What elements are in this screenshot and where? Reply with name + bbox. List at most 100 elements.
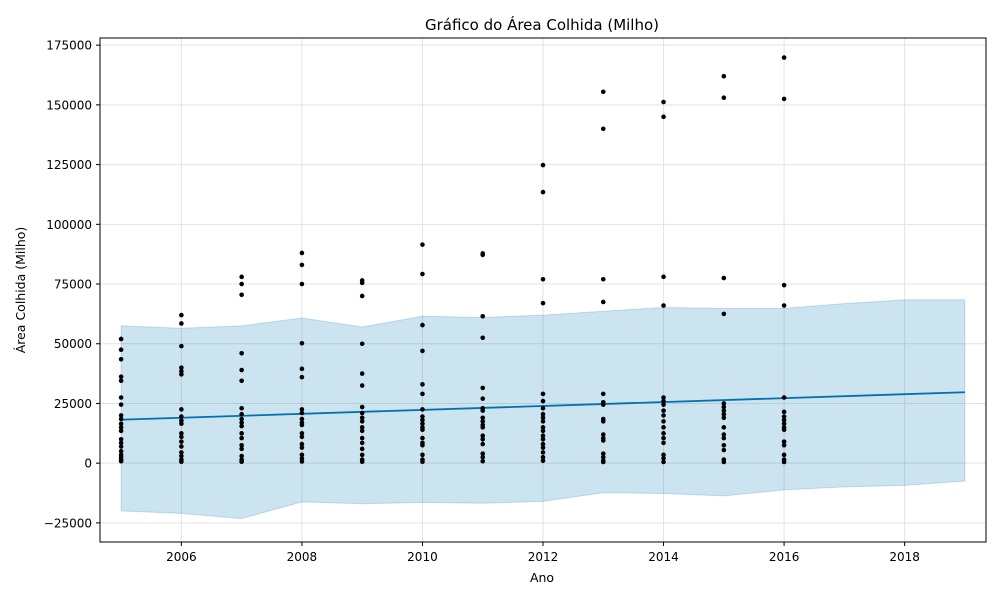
data-point [299,416,305,422]
x-tick-label: 2006 [166,550,197,564]
data-point [420,435,425,441]
data-point [600,402,606,407]
data-point [721,447,727,453]
data-point [239,453,244,459]
y-tick-label: 150000 [46,98,92,112]
y-axis-title: Área Colhida (Milho) [13,227,28,354]
data-point [600,451,606,456]
data-point [661,408,666,413]
data-point [179,414,184,419]
data-point [540,189,546,195]
data-point [118,448,124,454]
data-point [420,427,425,433]
data-point [299,452,305,458]
data-point [239,378,244,384]
data-point [600,419,606,424]
data-point [179,439,184,444]
data-point [600,432,606,437]
data-point [118,374,124,380]
data-point [359,404,365,410]
data-point [540,300,546,306]
data-point [118,421,124,427]
data-point [118,402,124,407]
data-point [299,250,305,256]
data-point [721,435,727,441]
chart-title: Gráfico do Área Colhida (Milho) [425,15,659,34]
data-point [600,459,606,465]
data-point [359,293,365,299]
data-point [721,415,727,421]
data-point [480,313,486,319]
data-point [239,435,244,441]
y-tick-label: 75000 [54,278,92,292]
data-point [118,436,124,442]
data-point [480,396,486,401]
data-point [540,398,546,404]
data-point [480,454,486,460]
data-point [721,95,727,101]
data-point [600,391,606,397]
data-point [239,281,244,287]
data-point [359,419,365,424]
data-point [721,425,727,430]
y-tick-label: −25000 [44,516,92,530]
data-point [118,413,124,418]
data-point [118,425,124,430]
data-point [299,431,305,436]
data-point [420,322,425,328]
data-point [239,442,244,448]
data-point [118,416,124,422]
data-point [239,459,244,465]
data-point [480,385,486,391]
data-point [540,445,546,450]
data-point [118,428,124,434]
data-point [118,378,124,384]
data-point [359,415,365,421]
data-point [480,408,486,413]
data-point [721,408,727,413]
data-point [721,411,727,417]
data-point [179,372,184,377]
y-tick-label: 25000 [54,397,92,411]
data-point [480,451,486,456]
data-point [118,347,124,353]
data-point [781,96,787,102]
data-point [781,409,787,415]
data-point [118,458,124,464]
x-tick-label: 2008 [287,550,318,564]
data-point [359,280,365,286]
data-point [661,303,666,308]
data-point [540,436,546,442]
data-point [781,427,787,433]
data-points [118,55,787,465]
data-point [781,417,787,423]
data-point [781,55,787,60]
data-point [480,436,486,442]
data-point [540,428,546,434]
data-point [781,452,787,458]
data-point [359,428,365,434]
data-point [118,395,124,400]
data-point [540,458,546,464]
data-point [359,435,365,441]
data-point [179,450,184,455]
x-tick-label: 2014 [648,550,679,564]
data-point [781,442,787,448]
data-point [359,410,365,416]
y-tick-label: 50000 [54,337,92,351]
data-point [721,401,727,406]
data-point [179,407,184,412]
data-point [721,404,727,410]
x-tick-label: 2012 [528,550,559,564]
data-point [661,274,666,280]
data-point [239,431,244,436]
data-point [480,425,486,430]
data-point [480,441,486,447]
data-point [420,407,425,412]
y-tick-label: 175000 [46,39,92,53]
data-point [540,425,546,430]
data-point [420,348,425,354]
data-point [661,99,666,105]
data-point [179,365,184,370]
data-point [781,414,787,419]
